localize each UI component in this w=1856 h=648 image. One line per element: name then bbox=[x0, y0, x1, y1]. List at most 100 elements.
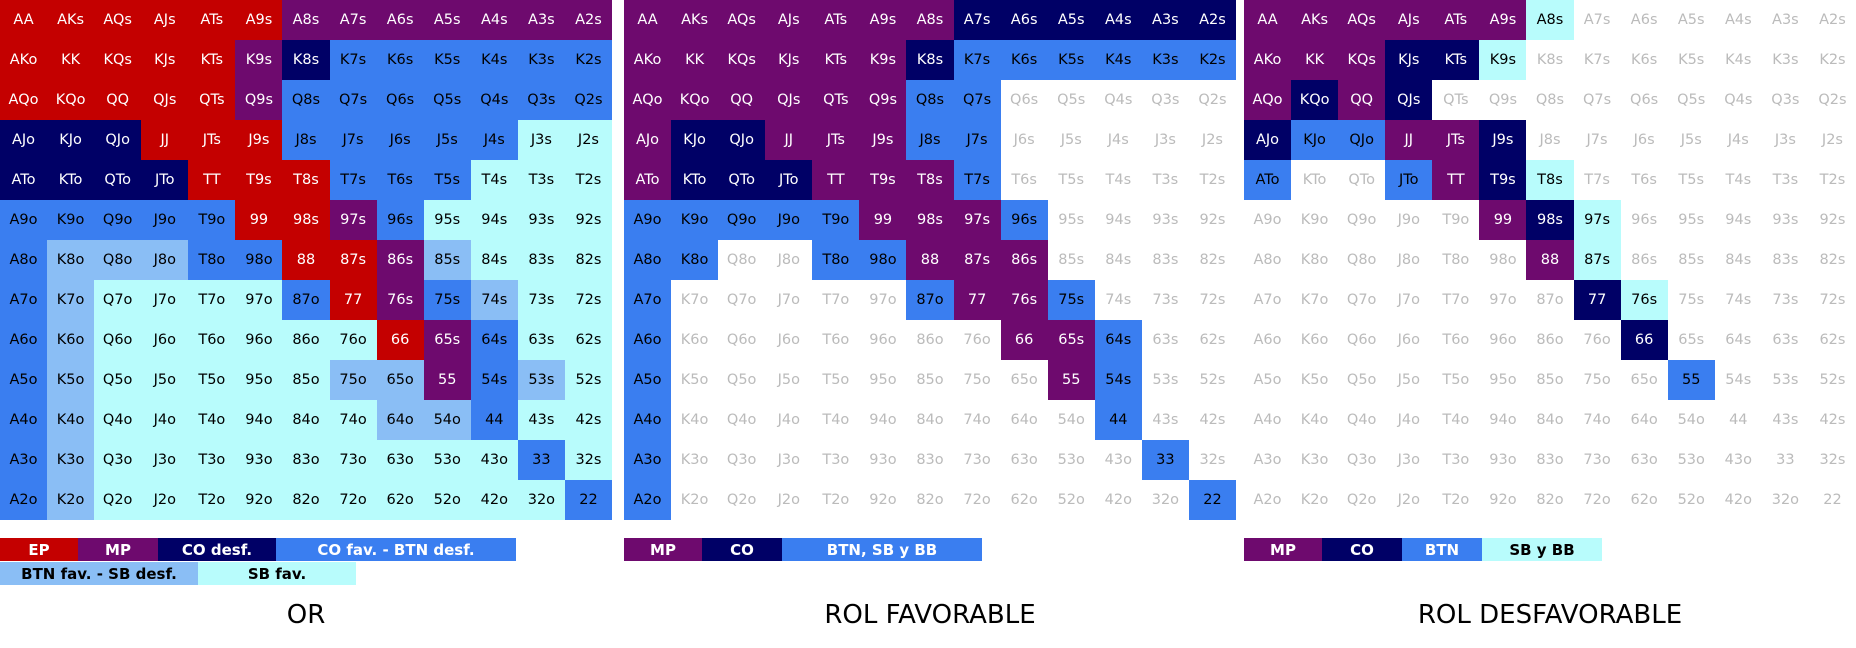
hand-cell: 85o bbox=[1526, 360, 1574, 400]
hand-cell: AQs bbox=[718, 0, 766, 40]
hand-cell: 52s bbox=[1188, 360, 1236, 400]
hand-cell: 82o bbox=[906, 480, 954, 520]
hand-cell: T9o bbox=[1432, 200, 1480, 240]
hand-cell: 65s bbox=[423, 320, 471, 360]
hand-cell: KJs bbox=[1385, 40, 1433, 80]
hand-cell: ATs bbox=[1432, 0, 1480, 40]
hand-cell: K4s bbox=[470, 40, 518, 80]
hand-cell: 83s bbox=[1761, 240, 1809, 280]
hand-cell: 62s bbox=[564, 320, 612, 360]
hand-cell: Q3s bbox=[1141, 80, 1189, 120]
hand-cell: K4o bbox=[47, 400, 95, 440]
hand-cell: 54s bbox=[470, 360, 518, 400]
hand-cell: 22 bbox=[1808, 480, 1856, 520]
hand-cell: Q9o bbox=[1338, 200, 1386, 240]
hand-cell: K4o bbox=[1291, 400, 1339, 440]
hand-cell: 63o bbox=[1620, 440, 1668, 480]
hand-cell: 96s bbox=[1620, 200, 1668, 240]
hand-cell: K4s bbox=[1094, 40, 1142, 80]
hand-cell: Q5o bbox=[94, 360, 142, 400]
hand-cell: T4o bbox=[812, 400, 860, 440]
hand-cell: K6o bbox=[1291, 320, 1339, 360]
hand-cell: J8s bbox=[906, 120, 954, 160]
legend-row-2: BTN fav. - SB desf. SB fav. bbox=[0, 562, 356, 585]
hand-cell: A3s bbox=[1141, 0, 1189, 40]
hand-cell: T6s bbox=[1620, 160, 1668, 200]
hand-cell: J9s bbox=[1479, 120, 1527, 160]
hand-cell: Q7s bbox=[1573, 80, 1621, 120]
hand-cell: AJs bbox=[765, 0, 813, 40]
legend-item: MP bbox=[1244, 538, 1322, 561]
hand-cell: 82o bbox=[282, 480, 330, 520]
hand-cell: 94o bbox=[859, 400, 907, 440]
hand-cell: T7o bbox=[812, 280, 860, 320]
hand-cell: 52o bbox=[1667, 480, 1715, 520]
legend-item: CO bbox=[702, 538, 782, 561]
hand-cell: K2o bbox=[1291, 480, 1339, 520]
hand-cell: 94o bbox=[1479, 400, 1527, 440]
hand-cell: 33 bbox=[517, 440, 565, 480]
hand-cell: K4o bbox=[671, 400, 719, 440]
hand-cell: KK bbox=[47, 40, 95, 80]
hand-cell: 72o bbox=[329, 480, 377, 520]
hand-cell: T9s bbox=[1479, 160, 1527, 200]
hand-cell: 74o bbox=[329, 400, 377, 440]
hand-cell: 76o bbox=[329, 320, 377, 360]
hand-cell: T8o bbox=[1432, 240, 1480, 280]
hand-cell: J5s bbox=[1667, 120, 1715, 160]
hand-cell: A5o bbox=[0, 360, 48, 400]
hand-cell: A9o bbox=[1244, 200, 1292, 240]
hand-cell: JJ bbox=[765, 120, 813, 160]
hand-cell: T4o bbox=[188, 400, 236, 440]
hand-cell: QTo bbox=[718, 160, 766, 200]
hand-cell: K8s bbox=[282, 40, 330, 80]
hand-cell: J6o bbox=[765, 320, 813, 360]
hand-cell: KTo bbox=[671, 160, 719, 200]
hand-cell: A4s bbox=[470, 0, 518, 40]
hand-cell: 44 bbox=[1714, 400, 1762, 440]
hand-cell: 76s bbox=[1620, 280, 1668, 320]
range-grid: AA AKs AQs AJs ATs A9s A8s A7s A6s A5s A4s A3s A2s AK… bbox=[624, 0, 1236, 520]
hand-cell: 55 bbox=[423, 360, 471, 400]
hand-cell: K7s bbox=[329, 40, 377, 80]
panel-or: AA AKs AQs AJs ATs A9s A8s A7s A6s A5s A4s A3s A2s AK… bbox=[0, 0, 612, 648]
hand-cell: T2o bbox=[812, 480, 860, 520]
hand-cell: J4o bbox=[765, 400, 813, 440]
hand-cell: A9s bbox=[1479, 0, 1527, 40]
hand-cell: 52o bbox=[1047, 480, 1095, 520]
hand-cell: 75s bbox=[423, 280, 471, 320]
hand-cell: 82s bbox=[1188, 240, 1236, 280]
hand-cell: Q2s bbox=[1808, 80, 1856, 120]
hand-cell: AQs bbox=[94, 0, 142, 40]
hand-cell: 88 bbox=[906, 240, 954, 280]
hand-cell: 32o bbox=[1761, 480, 1809, 520]
hand-cell: KTo bbox=[47, 160, 95, 200]
hand-cell: 87o bbox=[906, 280, 954, 320]
hand-cell: K2o bbox=[47, 480, 95, 520]
hand-cell: Q6o bbox=[94, 320, 142, 360]
hand-cell: A9o bbox=[624, 200, 672, 240]
legend-item: SB y BB bbox=[1482, 538, 1602, 561]
hand-cell: QJo bbox=[718, 120, 766, 160]
hand-cell: KQs bbox=[94, 40, 142, 80]
hand-cell: A5s bbox=[423, 0, 471, 40]
hand-cell: K9s bbox=[1479, 40, 1527, 80]
hand-cell: K7o bbox=[47, 280, 95, 320]
hand-cell: A8s bbox=[1526, 0, 1574, 40]
hand-cell: 72o bbox=[1573, 480, 1621, 520]
hand-cell: 63s bbox=[517, 320, 565, 360]
hand-cell: 97o bbox=[1479, 280, 1527, 320]
hand-cell: A8o bbox=[1244, 240, 1292, 280]
hand-cell: Q5s bbox=[1667, 80, 1715, 120]
hand-cell: Q9o bbox=[94, 200, 142, 240]
hand-cell: ATo bbox=[0, 160, 48, 200]
hand-cell: 52o bbox=[423, 480, 471, 520]
hand-cell: 53s bbox=[1761, 360, 1809, 400]
hand-cell: 62s bbox=[1808, 320, 1856, 360]
hand-cell: AJs bbox=[1385, 0, 1433, 40]
hand-cell: 53o bbox=[423, 440, 471, 480]
hand-cell: 99 bbox=[1479, 200, 1527, 240]
hand-cell: 83o bbox=[282, 440, 330, 480]
hand-cell: Q2s bbox=[564, 80, 612, 120]
hand-cell: TT bbox=[1432, 160, 1480, 200]
